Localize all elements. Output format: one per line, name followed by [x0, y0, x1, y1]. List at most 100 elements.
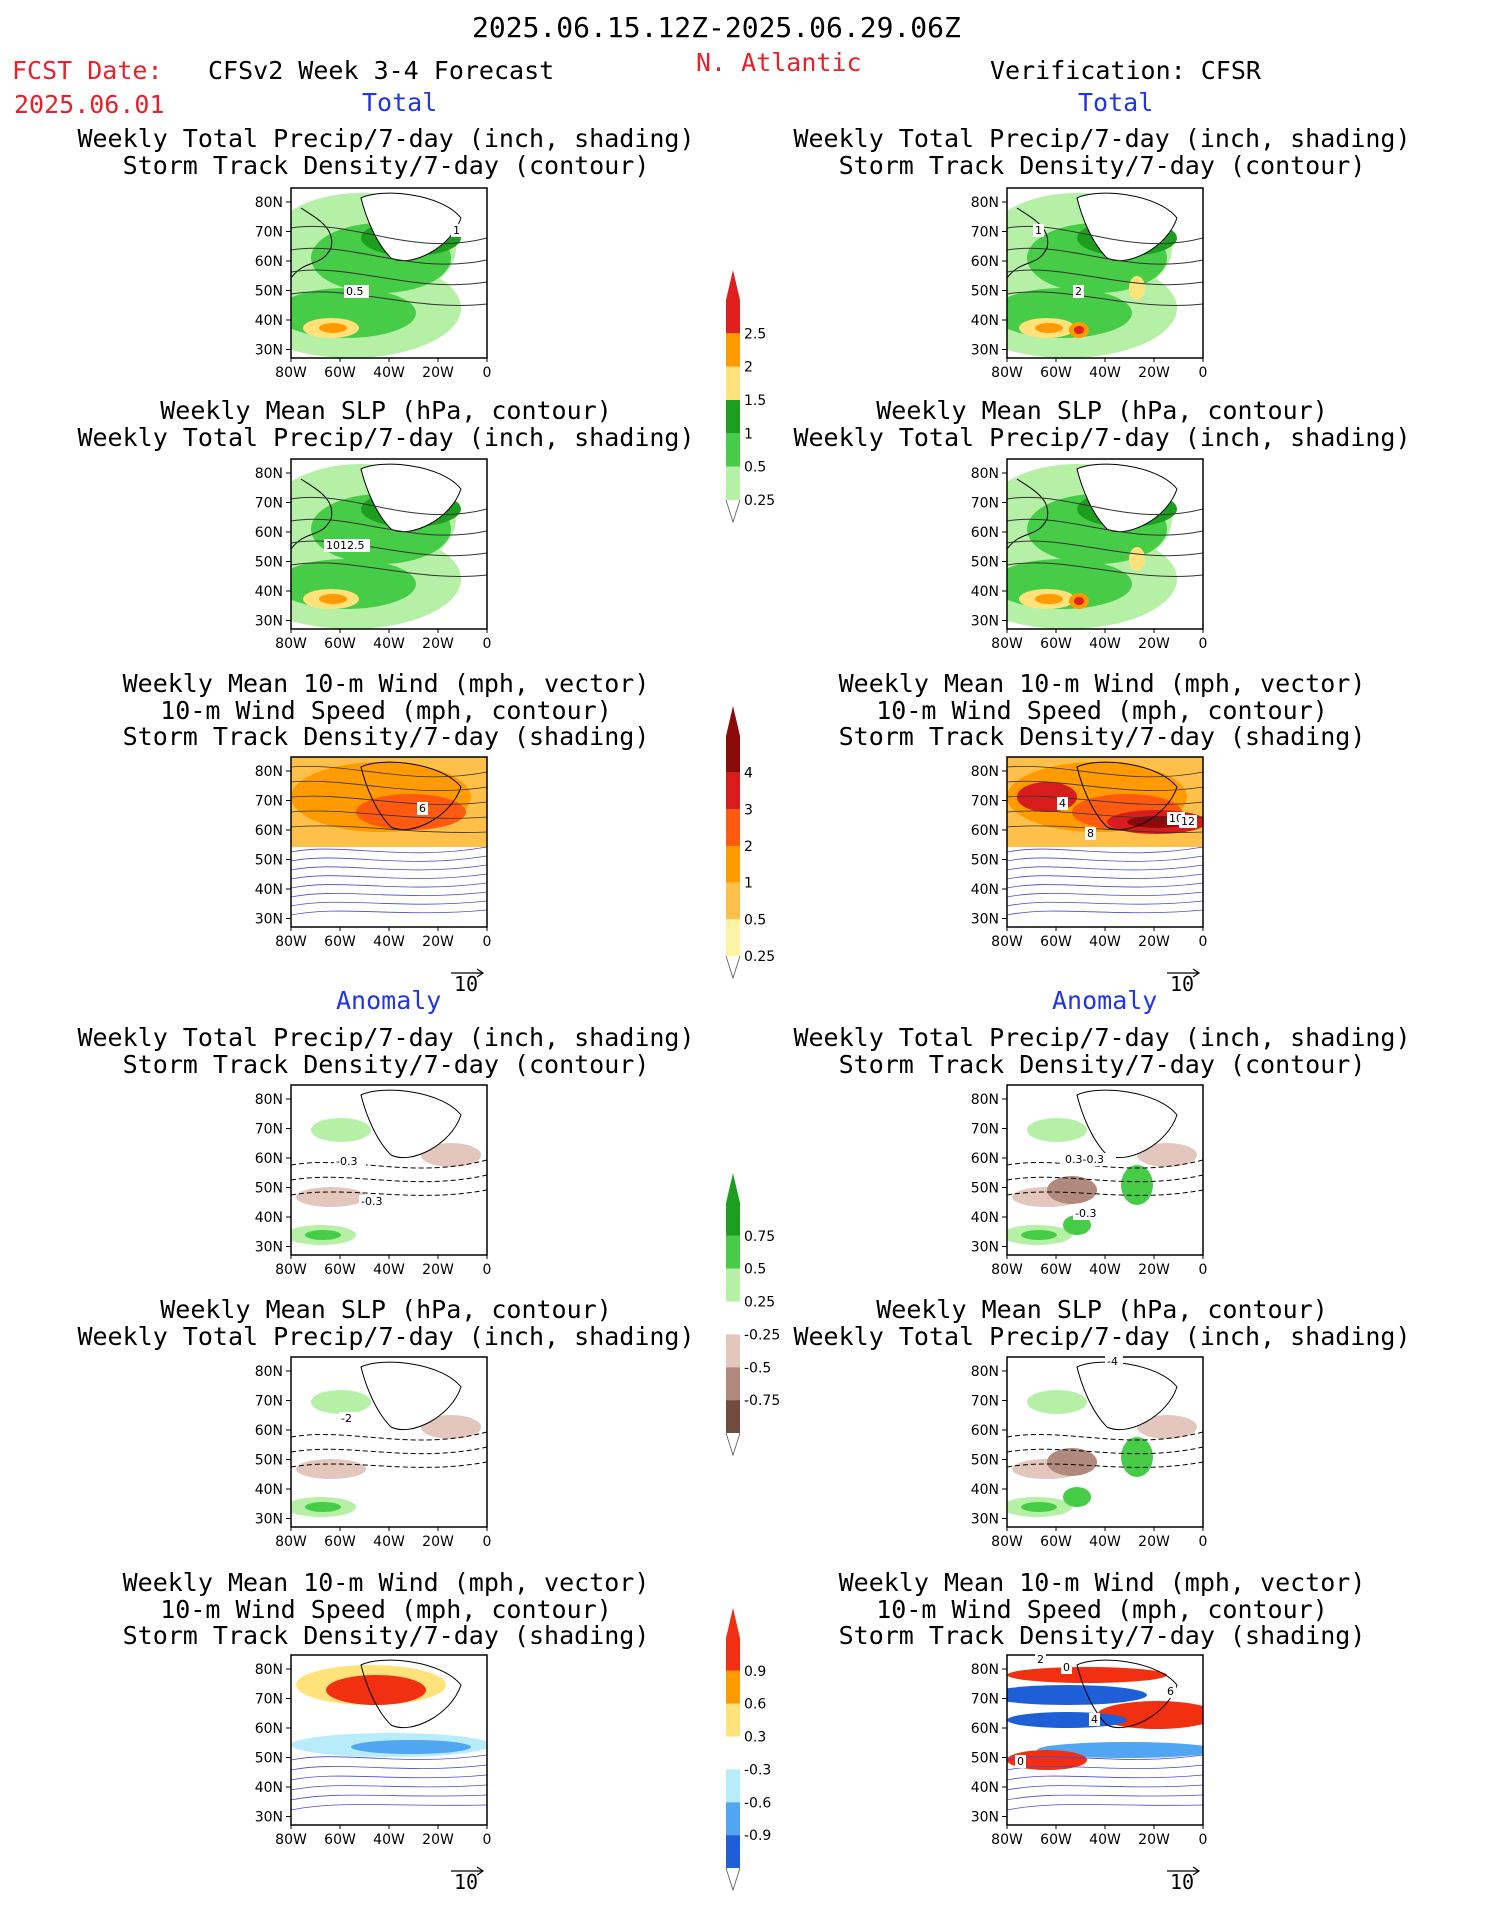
colorbar-label: 4 — [744, 766, 753, 782]
y-tick-label: 40N — [255, 882, 283, 898]
colorbar-label: 3 — [744, 802, 753, 818]
y-tick-label: 80N — [255, 764, 283, 780]
wind-contour — [291, 891, 487, 898]
colorbar-label: 1 — [744, 426, 753, 442]
y-tick-label: 70N — [971, 1692, 999, 1708]
precip-shade — [1035, 323, 1063, 333]
colorbar-storm-total: 4 3 2 1 0.5 0.25 — [725, 706, 775, 980]
x-tick-label: 60W — [324, 1832, 356, 1848]
precip-anom-shade — [296, 1187, 366, 1207]
storm-anom-shade — [1007, 1685, 1147, 1705]
wind-contour — [1007, 1774, 1203, 1781]
contour-label-bg — [1063, 1153, 1116, 1166]
precip-shade — [1129, 547, 1145, 571]
colorbar-segment — [726, 736, 740, 773]
y-tick-label: 70N — [971, 1394, 999, 1410]
wind-contour — [291, 780, 487, 792]
wind-contour — [291, 765, 487, 778]
colorbar-segment — [726, 919, 740, 956]
contour-line — [1007, 1446, 1203, 1455]
y-tick-label: 70N — [971, 225, 999, 241]
colorbar-label: 1.5 — [744, 393, 766, 409]
y-tick-label: 80N — [971, 195, 999, 211]
precip-shade — [319, 323, 347, 333]
contour-label-bg — [324, 539, 370, 552]
wind-contour — [1007, 780, 1203, 792]
y-tick-label: 80N — [971, 466, 999, 482]
contour-line — [1007, 225, 1203, 245]
colorbar-precip-anom: 0.75 0.5 0.25 -0.25 -0.5 -0.75 — [725, 1173, 780, 1457]
x-tick-label: 60W — [324, 636, 356, 652]
colorbar-label: -0.6 — [744, 1795, 771, 1811]
y-tick-label: 30N — [971, 614, 999, 630]
wind-contour — [1007, 909, 1203, 916]
wind-contour — [291, 873, 487, 880]
wind-contour — [1007, 1794, 1203, 1801]
y-tick-label: 30N — [971, 1240, 999, 1256]
colorbar-end — [726, 706, 740, 736]
contour-label-bg — [359, 1195, 391, 1208]
colorbar-label: -0.3 — [744, 1762, 771, 1778]
y-tick-label: 60N — [255, 823, 283, 839]
contour-label: -2 — [341, 1412, 352, 1425]
x-tick-label: 80W — [275, 1832, 307, 1848]
storm-anom-shade — [1097, 1701, 1203, 1729]
precip-shade — [1074, 597, 1084, 605]
x-tick-label: 20W — [1138, 365, 1170, 381]
wind-contour — [291, 1784, 487, 1791]
x-tick-label: 0 — [1199, 934, 1208, 950]
x-tick-label: 80W — [275, 1534, 307, 1550]
section-total-right: Total — [1078, 88, 1154, 117]
colorbar-label: -0.5 — [744, 1360, 771, 1376]
colorbar-segment — [726, 466, 740, 500]
y-tick-label: 50N — [971, 1453, 999, 1469]
y-tick-label: 40N — [971, 1482, 999, 1498]
y-tick-label: 70N — [255, 794, 283, 810]
colorbar-label: -0.25 — [744, 1327, 780, 1343]
wind-contour — [1007, 864, 1203, 871]
storm-anom-shade — [326, 1675, 426, 1705]
precip-anom-shade — [421, 1143, 481, 1167]
precip-anom-shade — [1027, 1118, 1087, 1142]
y-tick-label: 60N — [971, 1423, 999, 1439]
colorbar-label: 0.9 — [744, 1664, 766, 1680]
wind-contour — [291, 882, 487, 889]
contour-line — [291, 291, 487, 306]
contour-label-bg — [1033, 224, 1044, 237]
x-tick-label: 60W — [324, 934, 356, 950]
y-tick-label: 60N — [971, 1151, 999, 1167]
precip-anom-shade — [305, 1230, 341, 1240]
map-field — [1007, 1085, 1203, 1255]
contour-line — [1007, 496, 1203, 516]
wind-contour — [291, 810, 487, 819]
colorbar-segment — [726, 1769, 740, 1803]
map-field — [291, 188, 487, 358]
colorbar-segment — [726, 300, 740, 334]
y-tick-label: 30N — [255, 1512, 283, 1528]
title-anom-wind-left: Weekly Mean 10-m Wind (mph, vector) 10-m… — [122, 1568, 650, 1650]
y-tick-label: 50N — [971, 1751, 999, 1767]
x-tick-label: 20W — [422, 1534, 454, 1550]
x-tick-label: 40W — [373, 934, 405, 950]
contour-line — [291, 225, 487, 245]
y-tick-label: 40N — [255, 584, 283, 600]
contour-line — [291, 562, 487, 577]
contour-label: 2 — [1037, 1653, 1044, 1666]
contour-label-bg — [1035, 1653, 1046, 1666]
x-tick-label: 40W — [373, 636, 405, 652]
wind-contour — [291, 1804, 487, 1811]
colorbar-label: 1 — [744, 876, 753, 892]
wind-contour — [291, 1794, 487, 1801]
map-panel-e-fcst: 80N 70N 60N 50N 40N 30N 80W 60W 40W 20W 0 -2 — [255, 1356, 491, 1550]
contour-line — [1007, 1431, 1203, 1441]
x-tick-label: 20W — [1138, 934, 1170, 950]
colorbar-end — [725, 955, 741, 980]
x-tick-label: 40W — [1089, 365, 1121, 381]
map-field — [291, 1085, 487, 1255]
y-tick-label: 30N — [255, 912, 283, 928]
colorbar-label: 0.25 — [744, 949, 775, 965]
x-tick-label: 80W — [991, 934, 1023, 950]
wind-contour — [291, 1754, 487, 1761]
y-tick-label: 50N — [971, 853, 999, 869]
